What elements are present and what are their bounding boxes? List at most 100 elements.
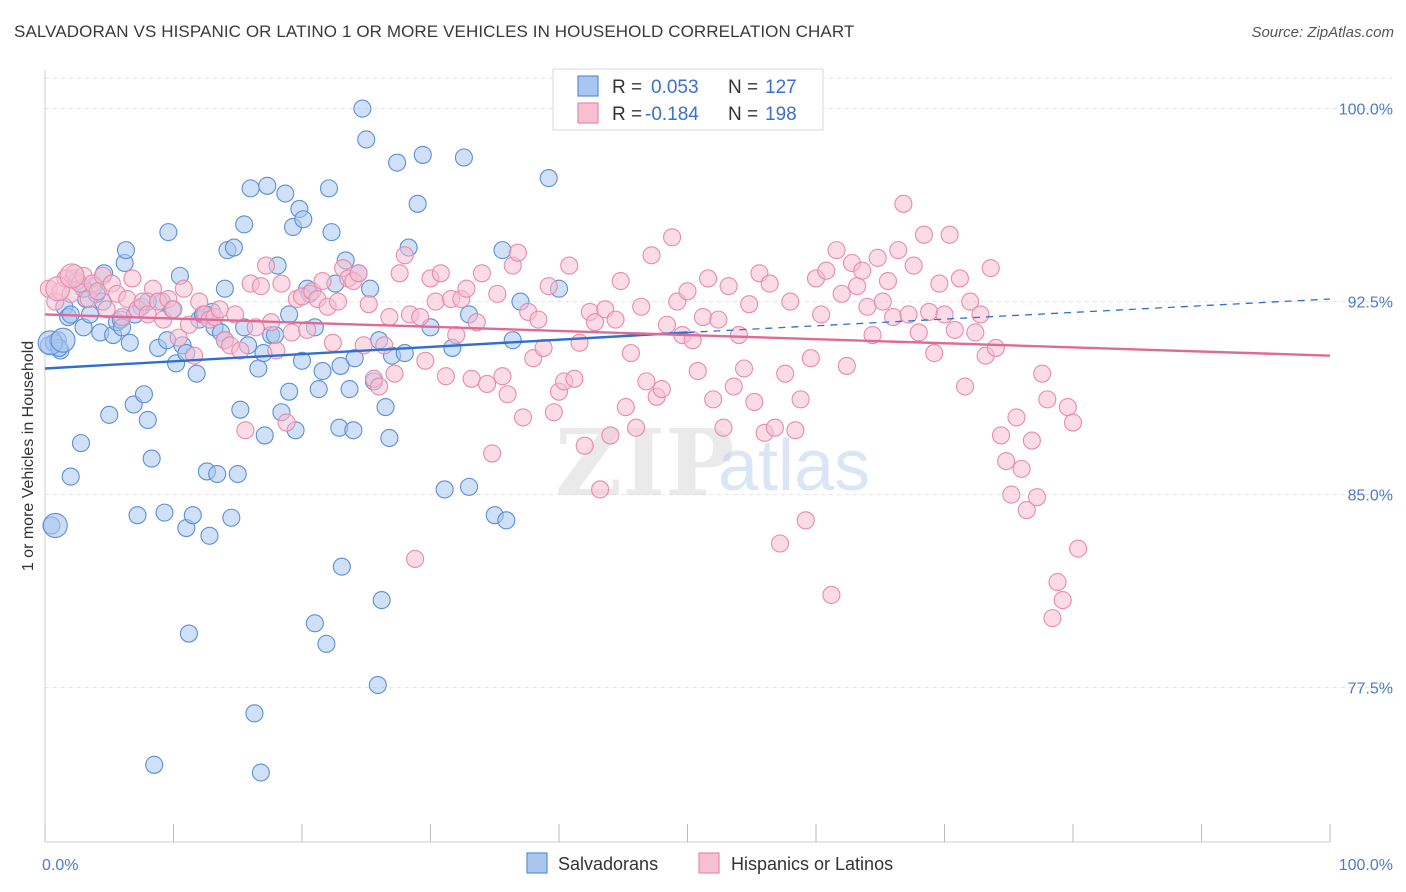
salvadoran-point — [120, 333, 139, 352]
salvadoran-point — [340, 380, 359, 399]
y-tick-label: 77.5% — [1348, 681, 1393, 698]
y-tick-label: 100.0% — [1339, 102, 1393, 119]
salvadoran-point — [435, 480, 454, 499]
hispanic-point — [1063, 413, 1083, 432]
salvadoran-point — [245, 704, 264, 723]
salvadoran-point — [503, 331, 522, 350]
hispanic-point — [812, 305, 831, 324]
hispanic-point — [688, 362, 707, 381]
hispanic-point — [513, 408, 533, 427]
hispanic-point — [457, 279, 476, 298]
salvadoran-point — [317, 634, 336, 653]
hispanic-point — [1053, 591, 1072, 610]
hispanic-point — [1043, 609, 1062, 628]
salvadoran-point — [305, 614, 324, 633]
hispanic-point — [1012, 459, 1031, 478]
hispanic-point — [231, 341, 250, 360]
salvadoran-point-large — [50, 327, 76, 353]
hispanic-point — [745, 392, 764, 412]
salvadoran-point — [459, 477, 479, 496]
hispanic-point — [611, 271, 630, 291]
hispanic-point — [884, 307, 903, 327]
legend-r-value-2: -0.184 — [645, 104, 699, 125]
hispanic-point — [827, 241, 846, 260]
hispanic-point — [210, 300, 229, 319]
chart-title: SALVADORAN VS HISPANIC OR LATINO 1 OR MO… — [14, 22, 855, 41]
salvadoran-point — [208, 464, 227, 484]
hispanic-point — [632, 297, 651, 316]
salvadoran-points — [37, 99, 569, 782]
hispanic-point — [431, 264, 450, 283]
salvadoran-point — [200, 526, 219, 545]
top-legend: R = 0.053 N = 127 R = -0.184 N = 198 — [552, 68, 824, 131]
hispanic-point — [868, 248, 887, 267]
hispanic-point — [565, 369, 584, 388]
salvadoran-point — [258, 176, 277, 195]
hispanic-point — [1007, 408, 1026, 427]
hispanic-point — [1017, 500, 1036, 520]
hispanic-point — [529, 310, 548, 329]
hispanic-point — [925, 344, 944, 363]
hispanic-point — [817, 261, 836, 280]
hispanic-point — [498, 385, 517, 404]
hispanic-point — [97, 300, 116, 319]
hispanic-point — [1048, 573, 1067, 592]
hispanic-point — [1069, 539, 1088, 558]
hispanic-point — [863, 326, 882, 345]
salvadoran-point — [159, 223, 178, 242]
salvadoran-point — [100, 405, 119, 424]
hispanic-point — [621, 344, 641, 363]
salvadoran-point — [128, 506, 147, 525]
hispanic-point — [904, 256, 923, 275]
salvadoran-point — [280, 305, 299, 324]
hispanic-point — [591, 480, 610, 499]
hispanic-point — [426, 292, 445, 311]
bottom-legend-swatch-hispanic — [698, 852, 720, 874]
hispanic-point — [359, 295, 378, 314]
hispanic-point — [323, 333, 342, 352]
bottom-legend-label-salvadoran: Salvadorans — [558, 854, 658, 874]
hispanic-point — [298, 320, 317, 339]
salvadoran-point — [380, 428, 399, 448]
hispanic-point — [256, 256, 276, 275]
legend-r-label-1: R = — [612, 77, 642, 98]
bottom-legend-swatch-salvadoran — [526, 852, 548, 874]
hispanic-point — [956, 377, 975, 396]
hispanic-point — [801, 349, 820, 368]
hispanic-point-large — [59, 263, 85, 289]
hispanic-point — [652, 380, 671, 399]
legend-swatch-hispanic — [577, 102, 599, 124]
hispanic-point — [786, 421, 805, 440]
hispanic-point — [642, 246, 661, 265]
hispanic-point — [488, 284, 507, 303]
hispanic-point — [848, 277, 867, 296]
hispanic-point — [657, 315, 676, 334]
salvadoran-point — [249, 359, 268, 378]
x-tick-label: 100.0% — [1339, 857, 1393, 874]
hispanic-point — [930, 274, 949, 293]
salvadoran-point — [388, 153, 407, 172]
hispanic-point — [796, 511, 815, 530]
salvadoran-point — [353, 99, 372, 118]
axes — [44, 70, 1331, 843]
legend-n-value-1: 127 — [765, 77, 797, 98]
salvadoran-point — [368, 675, 387, 695]
hispanic-point — [349, 264, 368, 283]
hispanic-point — [791, 390, 810, 409]
hispanic-point — [226, 305, 245, 324]
salvadoran-point — [413, 145, 432, 164]
salvadoran-point — [142, 449, 161, 468]
hispanic-point — [436, 367, 455, 386]
hispanic-point — [169, 328, 188, 347]
hispanic-point — [920, 302, 939, 321]
hispanic-point — [627, 418, 646, 437]
hispanic-point — [997, 452, 1016, 471]
hispanic-point — [1038, 390, 1057, 409]
salvadoran-point — [493, 241, 512, 260]
hispanic-point — [837, 356, 856, 375]
hispanic-point — [770, 534, 790, 553]
salvadoran-point — [231, 400, 250, 419]
hispanic-point — [709, 310, 728, 329]
hispanic-point — [236, 421, 255, 440]
hispanic-point — [1058, 398, 1077, 417]
